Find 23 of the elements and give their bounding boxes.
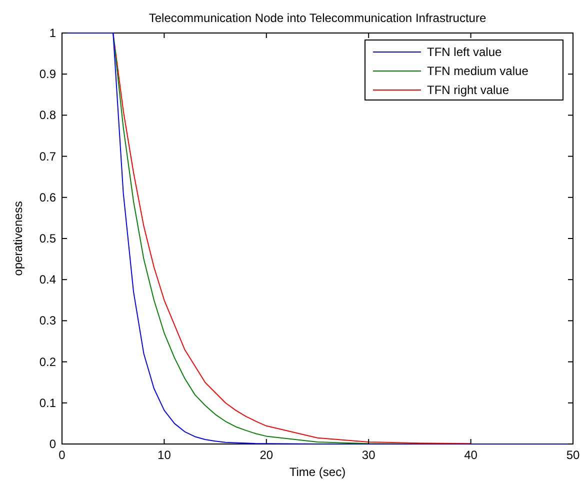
legend-label: TFN medium value — [427, 64, 529, 78]
y-tick-label: 0.2 — [39, 354, 56, 369]
x-tick-label: 50 — [566, 448, 580, 462]
y-tick-label: 0.7 — [39, 149, 56, 164]
y-tick-label: 0.1 — [39, 396, 56, 410]
y-tick-label: 0 — [49, 437, 56, 451]
x-tick-label: 0 — [58, 448, 66, 462]
y-axis-title: operativeness — [11, 201, 25, 276]
legend-label: TFN left value — [427, 45, 502, 59]
x-axis-title: Time (sec) — [289, 465, 346, 479]
x-tick-label: 20 — [260, 448, 274, 462]
y-tick-label: 0.9 — [39, 67, 56, 82]
y-tick-label: 0.8 — [39, 108, 56, 122]
x-tick-label: 40 — [464, 448, 478, 462]
y-tick-label: 1 — [49, 26, 56, 40]
x-tick-label: 30 — [362, 448, 376, 462]
chart-title: Telecommunication Node into Telecommunication Infrastructure — [148, 11, 486, 25]
y-tick-label: 0.4 — [39, 272, 56, 287]
y-tick-label: 0.6 — [39, 190, 56, 204]
y-tick-label: 0.3 — [39, 314, 56, 328]
legend-label: TFN right value — [427, 83, 510, 97]
x-tick-label: 10 — [158, 448, 172, 462]
y-tick-label: 0.5 — [39, 232, 56, 246]
